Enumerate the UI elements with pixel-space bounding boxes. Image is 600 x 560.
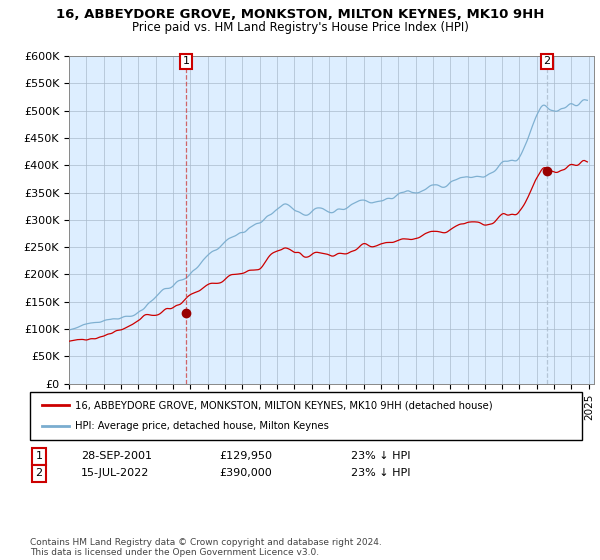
Text: Price paid vs. HM Land Registry's House Price Index (HPI): Price paid vs. HM Land Registry's House … xyxy=(131,21,469,34)
Text: 23% ↓ HPI: 23% ↓ HPI xyxy=(351,451,410,461)
Text: 1: 1 xyxy=(35,451,43,461)
Text: 23% ↓ HPI: 23% ↓ HPI xyxy=(351,468,410,478)
Text: 15-JUL-2022: 15-JUL-2022 xyxy=(81,468,149,478)
Text: 16, ABBEYDORE GROVE, MONKSTON, MILTON KEYNES, MK10 9HH (detached house): 16, ABBEYDORE GROVE, MONKSTON, MILTON KE… xyxy=(75,400,493,410)
Text: 1: 1 xyxy=(182,57,190,67)
Text: 2: 2 xyxy=(35,468,43,478)
Text: 28-SEP-2001: 28-SEP-2001 xyxy=(81,451,152,461)
Text: £390,000: £390,000 xyxy=(219,468,272,478)
Text: 2: 2 xyxy=(544,57,550,67)
Text: Contains HM Land Registry data © Crown copyright and database right 2024.
This d: Contains HM Land Registry data © Crown c… xyxy=(30,538,382,557)
Text: 16, ABBEYDORE GROVE, MONKSTON, MILTON KEYNES, MK10 9HH: 16, ABBEYDORE GROVE, MONKSTON, MILTON KE… xyxy=(56,8,544,21)
Text: HPI: Average price, detached house, Milton Keynes: HPI: Average price, detached house, Milt… xyxy=(75,421,329,431)
Text: £129,950: £129,950 xyxy=(219,451,272,461)
